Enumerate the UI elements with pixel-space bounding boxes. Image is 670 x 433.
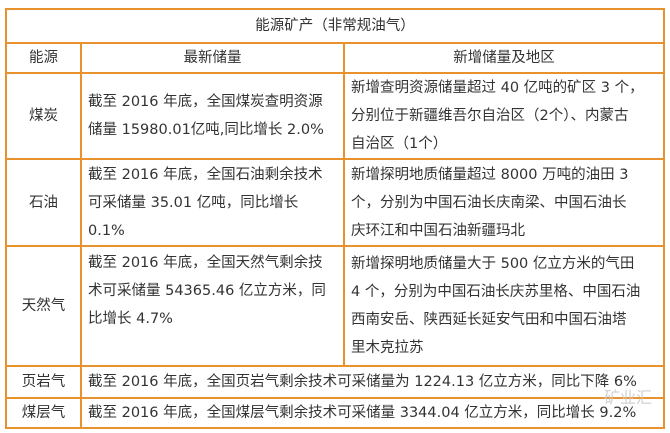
merged-reserve-cell: 截至 2016 年底，全国页岩气剩余技术可采储量为 1224.13 亿立方米，同… xyxy=(79,365,666,399)
table-row: 天然气 截至 2016 年底，全国天然气剩余技 术可采储量 54365.46 亿… xyxy=(5,245,666,367)
table-title: 能源矿产（非常规油气） xyxy=(4,8,666,44)
merged-reserve-cell: 截至 2016 年底，全国煤层气剩余技术可采储量 3344.04 亿立方米，同比… xyxy=(79,397,666,429)
header-new-reserve-region: 新增储量及地区 xyxy=(342,42,666,74)
table-row: 页岩气 截至 2016 年底，全国页岩气剩余技术可采储量为 1224.13 亿立… xyxy=(5,365,666,399)
energy-cell: 石油 xyxy=(5,158,82,247)
energy-cell: 煤层气 xyxy=(5,397,82,429)
header-latest-reserve: 最新储量 xyxy=(80,42,345,74)
new-reserve-cell: 新增探明地质储量超过 8000 万吨的油田 3 个，分别为中国石油长庆南梁、中国… xyxy=(342,158,666,247)
table-row: 煤层气 截至 2016 年底，全国煤层气剩余技术可采储量 3344.04 亿立方… xyxy=(5,397,666,429)
new-reserve-cell: 新增探明地质储量大于 500 亿立方米的气田 4 个，分别为中国石油长庆苏里格、… xyxy=(342,245,666,367)
reserve-cell: 截至 2016 年底，全国石油剩余技术 可采储量 35.01 亿吨，同比增长 0… xyxy=(80,158,345,247)
reserve-cell: 截至 2016 年底，全国煤炭查明资源 储量 15980.01亿吨,同比增长 2… xyxy=(80,72,345,160)
table-row: 煤炭 截至 2016 年底，全国煤炭查明资源 储量 15980.01亿吨,同比增… xyxy=(5,72,666,160)
header-energy: 能源 xyxy=(5,42,82,74)
reserve-cell: 截至 2016 年底，全国天然气剩余技 术可采储量 54365.46 亿立方米，… xyxy=(80,245,345,367)
new-reserve-cell: 新增查明资源储量超过 40 亿吨的矿区 3 个， 分别位于新疆维吾尔自治区（2个… xyxy=(342,72,666,160)
energy-cell: 煤炭 xyxy=(5,72,82,160)
watermark: 矿业汇 xyxy=(603,388,652,407)
table-row: 石油 截至 2016 年底，全国石油剩余技术 可采储量 35.01 亿吨，同比增… xyxy=(5,158,666,247)
energy-reserves-table: 能源矿产（非常规油气） 能源 最新储量 新增储量及地区 煤炭 截至 2016 年… xyxy=(4,8,666,429)
energy-cell: 天然气 xyxy=(5,245,82,367)
energy-cell: 页岩气 xyxy=(5,365,82,399)
